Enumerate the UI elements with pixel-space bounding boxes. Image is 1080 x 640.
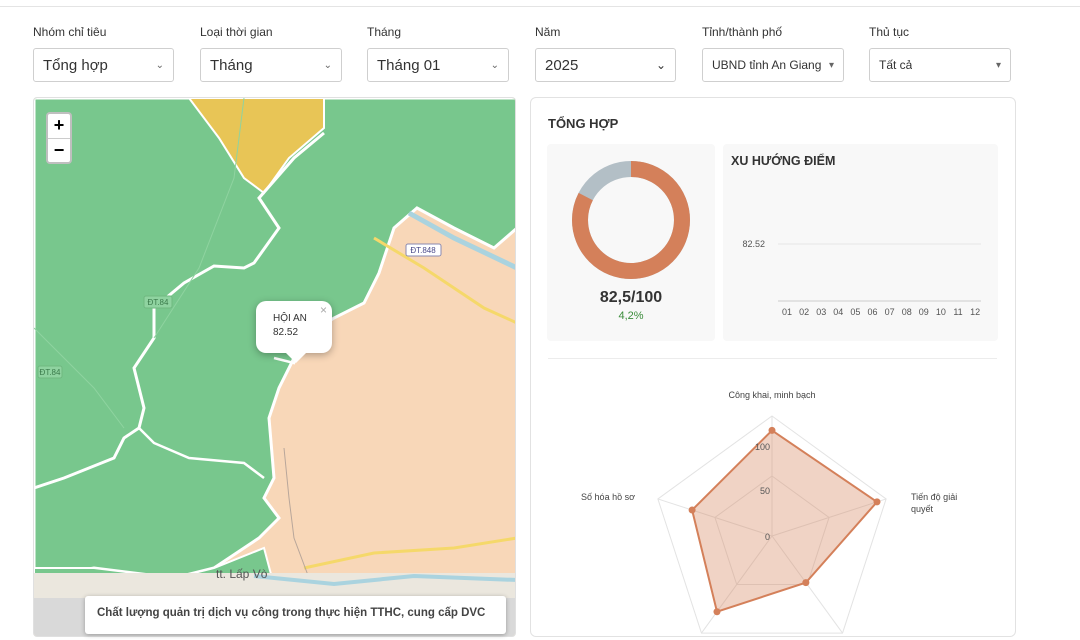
zoom-out-button[interactable]: − [48, 138, 70, 162]
score-change: 4,2% [618, 310, 644, 322]
panel-title: TỔNG HỢP [548, 116, 619, 131]
trend-x-tick: 06 [867, 307, 877, 317]
trend-x-tick: 03 [816, 307, 826, 317]
thang-select[interactable]: Tháng 01 ⌄ [367, 48, 509, 82]
select-value: Tháng [210, 56, 253, 74]
radar-point [768, 426, 776, 434]
radar-axis-label: Công khai, minh bạch [728, 390, 815, 400]
map-road-yellow [373, 236, 515, 324]
radar-point [873, 498, 881, 506]
tinh-thanh-pho-select[interactable]: UBND tỉnh An Giang ▾ [702, 48, 844, 82]
caret-down-icon: ▾ [995, 59, 1001, 71]
trend-x-tick: 12 [970, 307, 980, 317]
select-value: 2025 [545, 56, 579, 74]
trend-x-tick: 04 [833, 307, 843, 317]
map-river [407, 210, 515, 270]
radar-tick-label: 0 [765, 532, 770, 542]
trend-x-tick: 01 [782, 307, 792, 317]
svg-text:ĐT.84: ĐT.84 [40, 368, 61, 377]
select-value: Tất cả [879, 58, 913, 72]
map-path [283, 447, 310, 579]
popup-region-value: 82.52 [273, 327, 299, 338]
map-region-yellow[interactable] [187, 98, 325, 195]
top-divider [0, 6, 1080, 7]
filter-label: Tháng [367, 25, 402, 39]
popup-region-name: HỘI AN [273, 313, 307, 324]
chevron-down-icon: ⌄ [655, 58, 666, 72]
filter-thu-tuc: Thủ tục Tất cả ▾ [869, 24, 1011, 82]
filter-tinh-thanh-pho: Tỉnh/thành phố UBND tỉnh An Giang ▾ [702, 24, 844, 82]
radar-point [713, 608, 721, 616]
chevron-down-icon: ⌄ [490, 59, 499, 71]
panel-divider [548, 358, 997, 359]
score-donut [572, 161, 690, 279]
thu-tuc-select[interactable]: Tất cả ▾ [869, 48, 1011, 82]
radar-point [688, 506, 696, 514]
map-river-south [253, 573, 515, 587]
trend-x-tick: 05 [850, 307, 860, 317]
score-card [547, 144, 715, 341]
radar-spoke [657, 498, 773, 537]
popup-tip [286, 353, 306, 363]
filter-loai-thoi-gian: Loại thời gian Tháng ⌄ [200, 24, 342, 82]
road-label-dt84-b: ĐT.84 [37, 365, 63, 379]
filter-label: Tỉnh/thành phố [702, 25, 783, 39]
chevron-down-icon: ⌄ [155, 59, 164, 71]
trend-x-tick: 07 [885, 307, 895, 317]
map-minor-road [153, 98, 245, 339]
zoom-in-button[interactable]: + [53, 115, 65, 135]
select-value: UBND tỉnh An Giang [712, 58, 822, 72]
svg-text:ĐT.848: ĐT.848 [410, 246, 436, 255]
filter-nhom-chi-tieu: Nhóm chỉ tiêu Tổng hợp ⌄ [33, 24, 174, 82]
radar-spoke [771, 498, 887, 537]
map-road-yellow [303, 536, 515, 570]
chevron-down-icon: ⌄ [323, 59, 332, 71]
map-canvas[interactable]: ĐT.848 ĐT.84 ĐT.84 tt. Lấp Vò [34, 98, 516, 637]
close-icon[interactable]: × [319, 303, 327, 317]
trend-title: XU HƯỚNG ĐIỂM [731, 154, 836, 168]
select-value: Tháng 01 [377, 56, 441, 74]
radar-grid-ring [657, 415, 887, 634]
map-view[interactable]: ĐT.848 ĐT.84 ĐT.84 tt. Lấp Vò [33, 97, 516, 637]
radar-chart: 100 50 0 Công khai, minh bạch Tiến độ giải qu… [581, 390, 957, 634]
filter-thang: Tháng Tháng 01 ⌄ [367, 24, 509, 82]
radar-tick-label: 50 [760, 486, 770, 496]
loai-thoi-gian-select[interactable]: Tháng ⌄ [200, 48, 342, 82]
caret-down-icon: ▾ [828, 59, 834, 71]
trend-chart: 82.52 01 02 03 04 05 06 07 08 09 10 11 12 [742, 239, 981, 317]
map-zoom-control: + − [46, 112, 72, 164]
trend-x-tick: 09 [919, 307, 929, 317]
radar-spoke [701, 535, 773, 634]
town-label: tt. Lấp Vò [216, 567, 268, 581]
radar-axis-label: Tiến độ giải quyết [911, 492, 957, 514]
map-border [138, 427, 265, 479]
map-minor-road [34, 327, 125, 429]
filter-label: Loại thời gian [200, 25, 273, 39]
trend-y-tick: 82.52 [742, 239, 765, 249]
nhom-chi-tieu-select[interactable]: Tổng hợp ⌄ [33, 48, 174, 82]
radar-axis-label: Số hóa hồ sơ [581, 492, 635, 502]
map-caption: Chất lượng quản trị dịch vụ công trong t… [85, 596, 506, 634]
trend-x-tick: 02 [799, 307, 809, 317]
trend-x-tick: 08 [902, 307, 912, 317]
filter-label: Năm [535, 25, 561, 39]
map-popup: × HỘI AN 82.52 [256, 301, 332, 363]
trend-card: 82.52 01 02 03 04 05 06 07 08 09 10 11 12 [723, 144, 998, 341]
radar-grid-ring [714, 475, 830, 586]
radar-series-area [691, 429, 879, 614]
radar-tick-label: 100 [755, 442, 770, 452]
radar-point [802, 579, 810, 587]
filter-label: Thủ tục [869, 25, 910, 39]
trend-x-tick: 11 [953, 307, 962, 317]
road-label-dt84-a: ĐT.84 [143, 295, 173, 309]
select-value: Tổng hợp [43, 56, 108, 74]
svg-text:ĐT.84: ĐT.84 [148, 298, 169, 307]
trend-x-tick: 10 [936, 307, 946, 317]
filter-label: Nhóm chỉ tiêu [33, 25, 107, 39]
score-value: 82,5/100 [599, 289, 663, 306]
filter-nam: Năm 2025 ⌄ [535, 24, 676, 82]
road-label-dt848: ĐT.848 [405, 243, 442, 257]
nam-select[interactable]: 2025 ⌄ [535, 48, 676, 82]
donut-score-arc [572, 161, 690, 279]
